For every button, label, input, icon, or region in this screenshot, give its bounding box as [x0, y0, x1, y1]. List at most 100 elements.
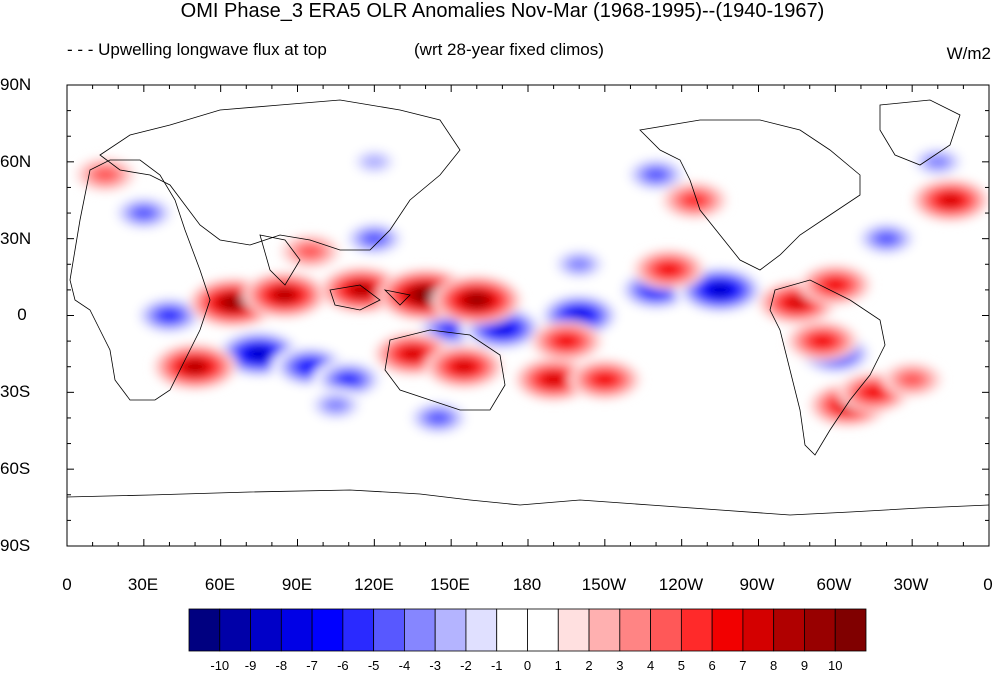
anomaly-blob-35-level-6 [864, 386, 884, 399]
plot-title: OMI Phase_3 ERA5 OLR Anomalies Nov-Mar (… [180, 0, 825, 22]
colorbar-box-11 [527, 608, 559, 652]
anomaly-blob-15-level-5 [428, 411, 449, 425]
lon-label-120e: 120E [354, 575, 394, 594]
colorbar-box-5 [342, 608, 375, 652]
colorbar-box-10 [496, 608, 528, 652]
colorbar-label: -1 [490, 658, 503, 673]
colorbar-label: 7 [739, 658, 747, 673]
colorbar-label: 5 [677, 658, 685, 673]
lon-label-90e: 90E [281, 575, 313, 594]
anomaly-blob-20-level-8 [275, 289, 294, 301]
anomaly-blob-8-level-6 [160, 309, 179, 322]
anomaly-blob-10-level-5 [134, 206, 154, 220]
colorbar-box-0 [188, 608, 221, 652]
lon-label-150w: 150W [581, 575, 627, 594]
anomaly-blob-38-level-4 [94, 168, 116, 182]
lon-label-90w: 90W [739, 575, 775, 594]
olr-anomaly-field [67, 85, 989, 546]
anomaly-blob-23-level-9 [468, 294, 486, 306]
lon-label-0: 0 [62, 575, 72, 594]
variable-description: - - - Upwelling longwave flux at top [67, 40, 327, 59]
colorbar-box-14 [619, 608, 651, 652]
colorbar [188, 608, 867, 652]
anomaly-blob-31-level-7 [787, 297, 806, 309]
colorbar-label: 8 [770, 658, 778, 673]
colorbar-box-21 [834, 608, 867, 652]
colorbar-label: 9 [800, 658, 809, 673]
anomaly-blob-28-level-7 [544, 373, 563, 386]
lon-label-0-east: 0 [983, 575, 993, 594]
colorbar-label: -8 [275, 658, 288, 673]
colorbar-box-2 [250, 608, 282, 652]
colorbar-box-3 [280, 608, 313, 652]
lat-label-60n: 60N [0, 152, 32, 171]
colorbar-label: 4 [646, 658, 655, 673]
colorbar-label: -2 [460, 658, 472, 673]
colorbar-box-6 [373, 608, 405, 652]
colorbar-box-15 [650, 608, 682, 652]
colorbar-label: -5 [367, 658, 380, 673]
anomaly-blob-24-level-7 [403, 348, 422, 360]
anomaly-blob-29-level-6 [595, 373, 615, 386]
lat-label-90s: 90S [0, 536, 31, 555]
colorbar-box-17 [711, 608, 744, 652]
lon-label-120w: 120W [658, 575, 704, 594]
colorbar-label: -4 [398, 658, 411, 673]
units-label: W/m2 [946, 44, 991, 63]
anomaly-blob-27-level-6 [557, 335, 576, 347]
anomaly-blob-3-level-9 [711, 284, 729, 296]
anomaly-blob-16-level-4 [325, 398, 347, 412]
anomaly-blob-22-level-10 [417, 289, 434, 301]
anomaly-blob-13-level-5 [646, 168, 666, 181]
coastlines [67, 99, 989, 516]
lat-label-0: 0 [17, 305, 27, 324]
colorbar-label: 3 [616, 658, 624, 673]
anomaly-blob-7-level-8 [493, 322, 512, 334]
lat-label-30n: 30N [0, 229, 32, 248]
anomaly-blob-12-level-5 [876, 232, 897, 245]
colorbar-box-19 [773, 608, 805, 652]
anomaly-blob-32-level-6 [826, 278, 845, 291]
lat-label-90n: 90N [0, 75, 32, 94]
colorbar-box-4 [311, 608, 344, 652]
anomaly-blob-19-level-9 [224, 297, 243, 309]
axis-ticks [66, 84, 990, 547]
anomaly-blob-6-level-6 [339, 373, 359, 386]
colorbar-label: 1 [554, 658, 562, 673]
lat-label-30s: 30S [0, 382, 31, 401]
colorbar-label: -6 [337, 658, 349, 673]
anomaly-blob-36-level-5 [684, 194, 705, 207]
colorbar-box-13 [588, 608, 621, 652]
lon-label-60w: 60W [816, 575, 852, 594]
colorbar-label: -3 [429, 658, 441, 673]
anomaly-blob-0-level-8 [570, 310, 588, 321]
anomaly-blob-40-level-4 [901, 373, 923, 387]
anomaly-blob-4-level-9 [250, 348, 268, 360]
colorbar-label: -7 [306, 658, 318, 673]
colorbar-label: 0 [523, 658, 532, 673]
lat-label-60s: 60S [0, 459, 31, 478]
anomaly-blob-39-level-4 [299, 244, 321, 258]
lon-label-60e: 60E [204, 575, 236, 594]
colorbar-label: -9 [244, 658, 257, 673]
anomaly-blob-26-level-8 [186, 361, 204, 373]
colorbar-box-20 [804, 608, 836, 652]
colorbar-label: 10 [827, 658, 843, 673]
colorbar-label: 2 [585, 658, 593, 673]
colorbar-box-9 [465, 608, 498, 652]
colorbar-label: -10 [210, 658, 230, 673]
colorbar-box-8 [434, 608, 467, 652]
anomaly-blob-33-level-6 [813, 335, 832, 347]
anomaly-blob-17-level-4 [927, 155, 949, 169]
lon-label-30w: 30W [893, 575, 929, 594]
colorbar-box-18 [742, 608, 775, 652]
anomaly-blob-25-level-7 [454, 361, 473, 373]
climatology-note: (wrt 28-year fixed climos) [414, 40, 604, 59]
lon-label-180: 180 [512, 575, 542, 594]
lon-label-30e: 30E [127, 575, 159, 594]
anomaly-blob-30-level-6 [659, 263, 679, 276]
colorbar-box-16 [680, 608, 713, 652]
anomaly-blob-14-level-4 [568, 257, 590, 271]
colorbar-box-1 [219, 608, 251, 652]
